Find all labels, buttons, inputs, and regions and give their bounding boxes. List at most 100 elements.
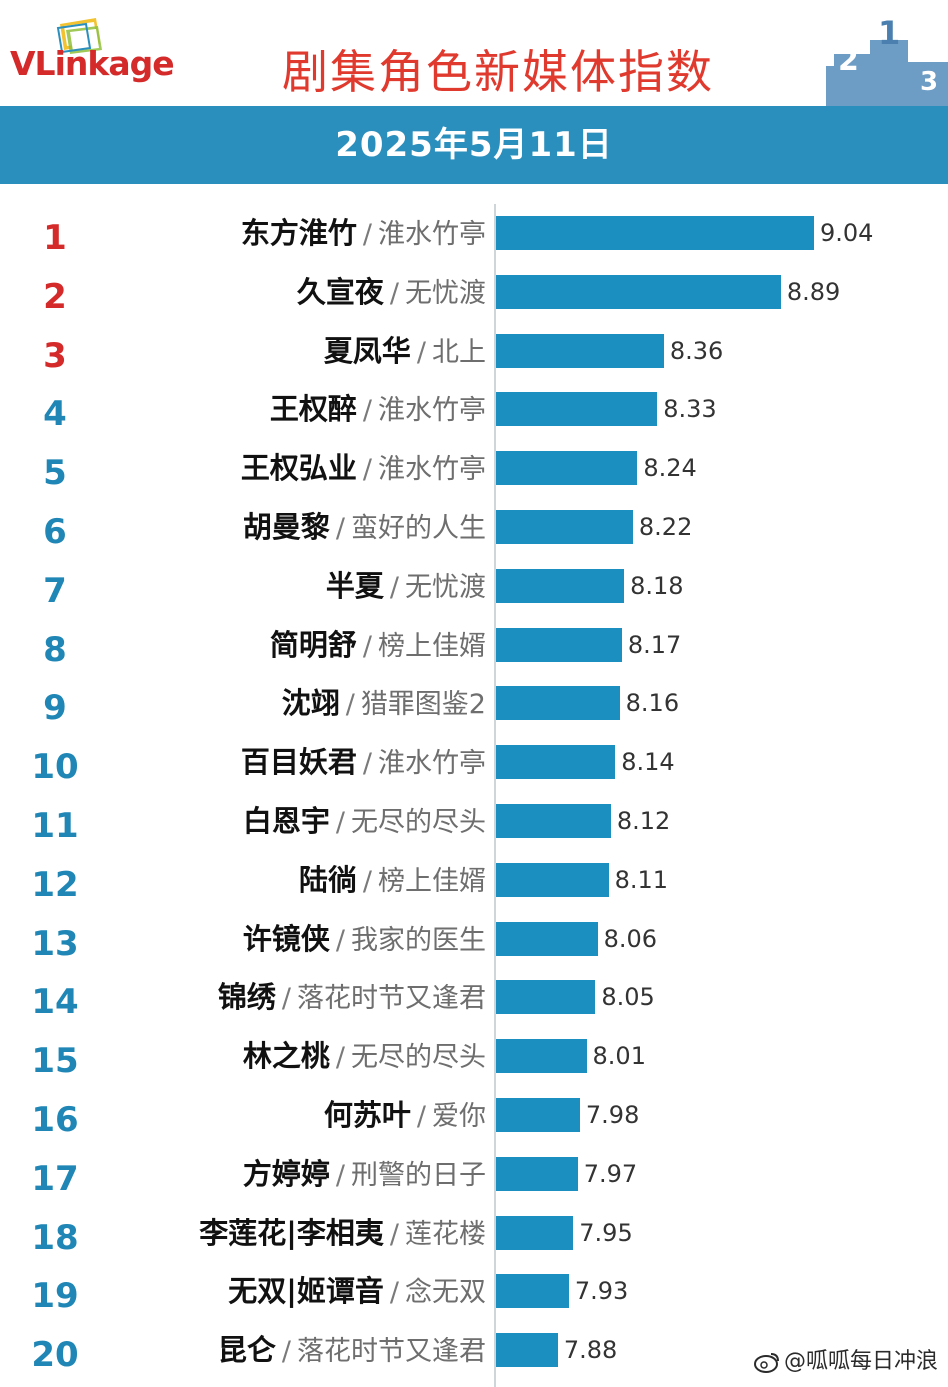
character-name: 简明舒 <box>269 627 357 662</box>
rank-number: 18 <box>31 1217 79 1258</box>
bar <box>496 862 609 897</box>
character-name: 沈翊 <box>281 686 340 721</box>
character-name: 白恩宇 <box>242 804 330 838</box>
rank-number: 19 <box>31 1276 79 1317</box>
character-name: 东方淮竹 <box>240 216 357 250</box>
header: VLinkage 剧集角色新媒体指数 2 1 3 <box>0 0 948 106</box>
value-label: 8.05 <box>601 983 655 1012</box>
separator: / <box>389 277 399 309</box>
show-title: 落花时节又逢君 <box>297 1336 486 1368</box>
show-title: 蛮好的人生 <box>351 513 486 544</box>
row-label: 李莲花|李相夷 / 莲花楼 <box>199 1212 486 1254</box>
row-label: 王权醉 / 淮水竹亭 <box>270 388 486 430</box>
chart-row: 3 夏凤华 / 北上 8.36 <box>0 324 948 382</box>
value-label: 7.88 <box>563 1336 618 1365</box>
chart-row: 2 久宣夜 / 无忧渡 8.89 <box>0 265 948 323</box>
separator: / <box>335 924 345 956</box>
show-title: 无尽的尽头 <box>351 807 486 838</box>
rank-number: 11 <box>31 806 79 846</box>
rank-number: 1 <box>43 218 67 258</box>
chart-row: 17 方婷婷 / 刑警的日子 7.97 <box>0 1147 948 1205</box>
show-title: 爱你 <box>432 1101 486 1132</box>
character-name: 锦绣 <box>217 980 276 1015</box>
row-label: 林之桃 / 无尽的尽头 <box>243 1035 486 1077</box>
character-name: 胡曼黎 <box>242 510 330 544</box>
value-label: 8.14 <box>621 748 675 777</box>
chart-row: 14 锦绣 / 落花时节又逢君 8.05 <box>0 970 948 1028</box>
show-title: 淮水竹亭 <box>378 748 486 780</box>
value-label: 8.17 <box>627 630 682 659</box>
vlinkage-logo: VLinkage <box>10 18 210 88</box>
row-label: 何苏叶 / 爱你 <box>324 1094 486 1136</box>
bar <box>496 686 620 721</box>
character-name: 王权醉 <box>269 392 357 427</box>
character-name: 王权弘业 <box>240 451 357 486</box>
show-title: 榜上佳婿 <box>378 865 486 897</box>
rank-number: 16 <box>31 1100 79 1140</box>
podium-number-2: 2 <box>838 43 859 78</box>
value-label: 8.36 <box>669 336 724 365</box>
separator: / <box>362 219 372 250</box>
bar <box>496 333 664 368</box>
separator: / <box>389 1218 399 1250</box>
separator: / <box>362 454 372 486</box>
chart-row: 18 李莲花|李相夷 / 莲花楼 7.95 <box>0 1206 948 1264</box>
rank-number: 14 <box>31 982 79 1023</box>
bar <box>496 627 622 662</box>
watermark: @呱呱每日冲浪 <box>753 1343 938 1375</box>
rank-number: 12 <box>31 864 79 905</box>
show-title: 猎罪图鉴2 <box>360 689 486 721</box>
value-label: 8.22 <box>638 513 693 541</box>
character-name: 陆徜 <box>298 862 357 897</box>
character-name: 何苏叶 <box>323 1098 411 1132</box>
row-label: 简明舒 / 榜上佳婿 <box>270 624 486 666</box>
bar <box>496 510 633 544</box>
separator: / <box>389 1277 399 1309</box>
rank-number: 15 <box>31 1041 79 1082</box>
chart-row: 15 林之桃 / 无尽的尽头 8.01 <box>0 1029 948 1087</box>
value-label: 8.06 <box>603 924 658 953</box>
value-label: 8.16 <box>625 689 680 718</box>
rank-number: 4 <box>43 394 67 435</box>
rank-number: 9 <box>43 688 67 729</box>
rank-number: 10 <box>31 747 79 788</box>
show-title: 落花时节又逢君 <box>297 983 486 1015</box>
chart-row: 19 无双|姬谭音 / 念无双 7.93 <box>0 1264 948 1322</box>
chart-row: 13 许镜侠 / 我家的医生 8.06 <box>0 912 948 970</box>
show-title: 无忧渡 <box>405 571 486 603</box>
logo-text: VLinkage <box>10 44 175 83</box>
value-label: 7.98 <box>585 1101 640 1129</box>
separator: / <box>335 807 345 838</box>
rank-number: 5 <box>43 453 67 494</box>
bar <box>496 1274 569 1309</box>
separator: / <box>416 1101 426 1132</box>
show-title: 淮水竹亭 <box>378 395 486 427</box>
rank-number: 13 <box>31 923 79 964</box>
value-label: 8.11 <box>614 865 669 894</box>
rank-number: 6 <box>43 512 67 552</box>
show-title: 北上 <box>432 336 486 368</box>
separator: / <box>362 748 372 780</box>
show-title: 莲花楼 <box>405 1218 486 1250</box>
chart-row: 16 何苏叶 / 爱你 7.98 <box>0 1088 948 1146</box>
chart-row: 12 陆徜 / 榜上佳婿 8.11 <box>0 853 948 911</box>
value-label: 8.24 <box>643 454 697 483</box>
chart-row: 11 白恩宇 / 无尽的尽头 8.12 <box>0 794 948 852</box>
value-label: 9.04 <box>820 219 874 247</box>
bar <box>496 392 658 427</box>
row-label: 百目妖君 / 淮水竹亭 <box>241 741 486 783</box>
row-label: 白恩宇 / 无尽的尽头 <box>243 800 486 842</box>
character-name: 夏凤华 <box>323 333 411 368</box>
character-name: 百目妖君 <box>240 745 357 780</box>
podium-icon: 2 1 3 <box>826 14 948 106</box>
character-name: 半夏 <box>325 568 384 603</box>
rank-number: 7 <box>43 570 67 611</box>
row-label: 胡曼黎 / 蛮好的人生 <box>243 506 486 548</box>
character-name: 无双|姬谭音 <box>228 1274 384 1309</box>
bar <box>496 216 814 250</box>
weibo-icon <box>753 1353 779 1373</box>
value-label: 8.33 <box>663 395 717 424</box>
chart-axis <box>494 204 496 1387</box>
value-label: 8.18 <box>630 571 684 600</box>
row-label: 许镜侠 / 我家的医生 <box>243 918 486 960</box>
